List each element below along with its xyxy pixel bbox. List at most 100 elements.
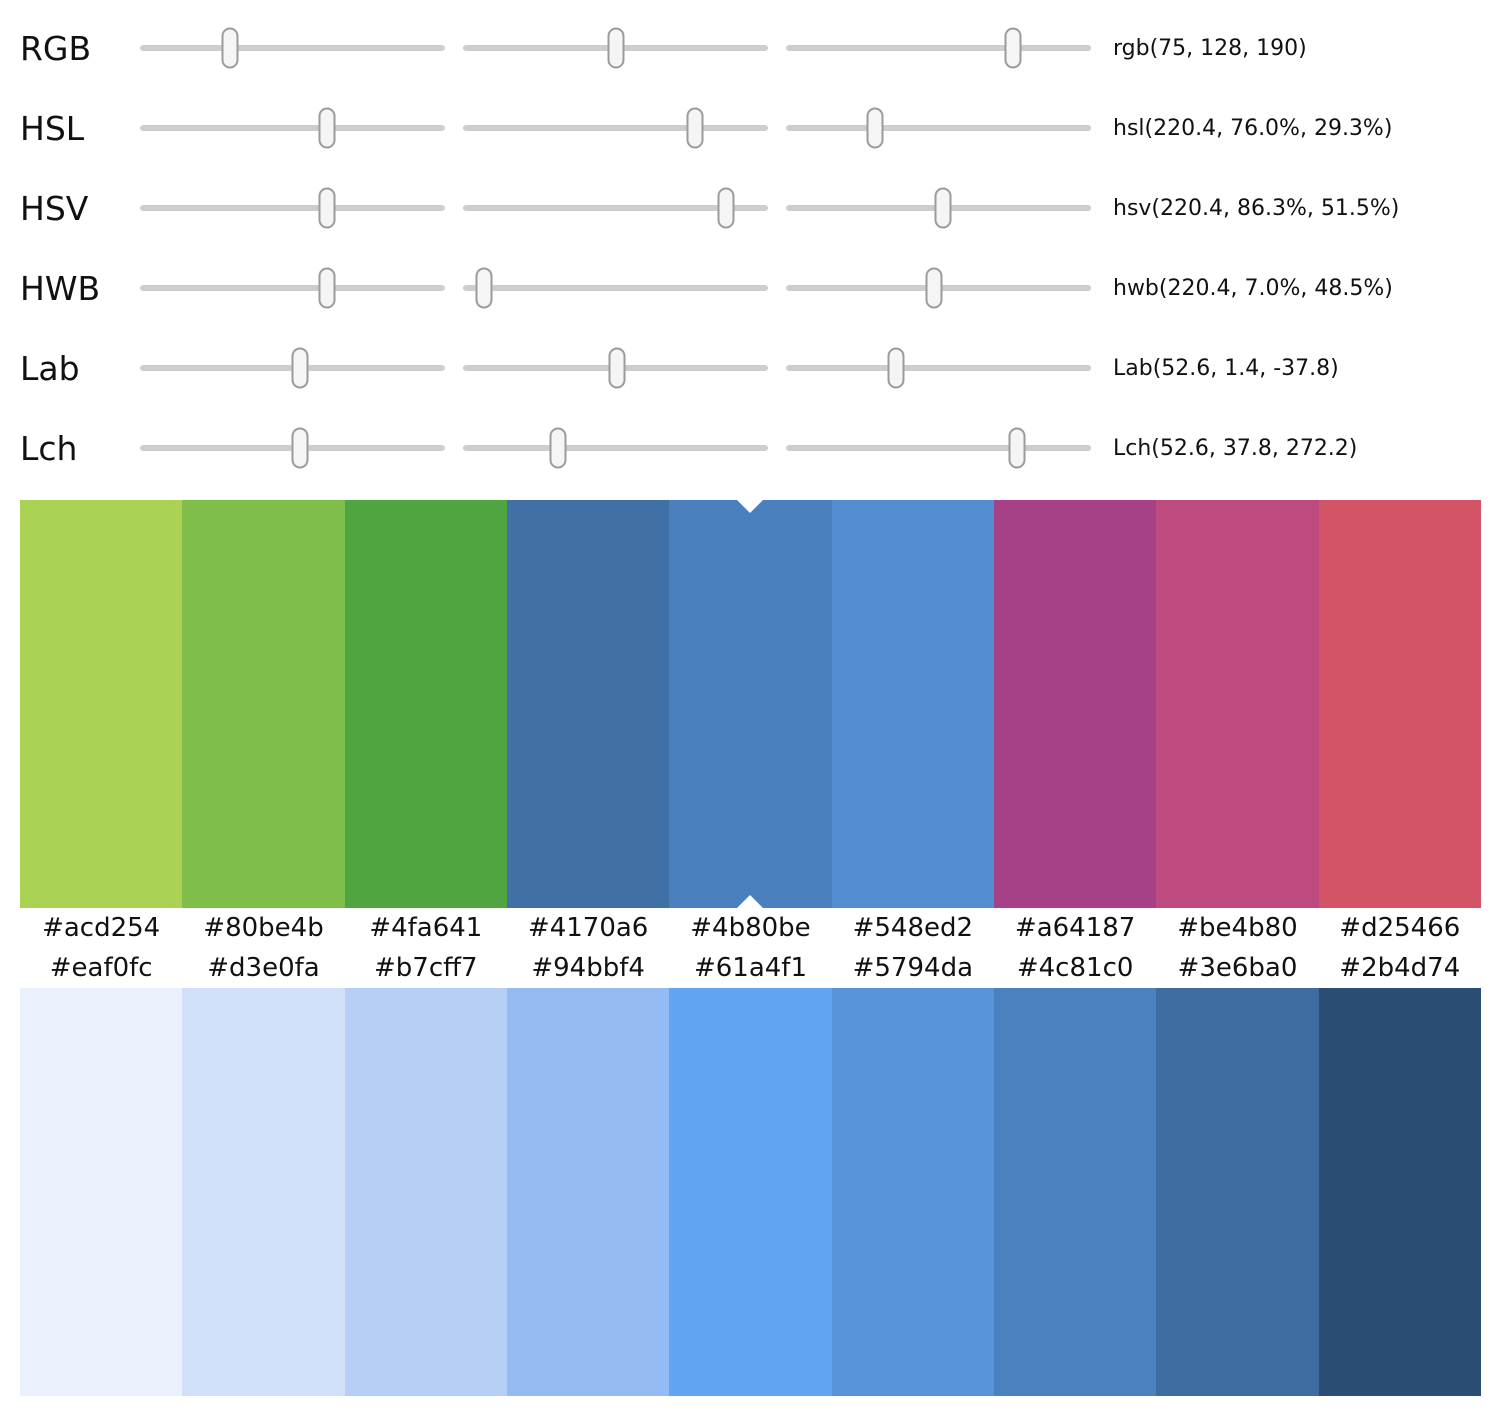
selected-notch-top-icon: [737, 500, 764, 513]
hex-label: #be4b80: [1177, 913, 1298, 943]
hsl-slider-h[interactable]: [140, 107, 445, 149]
lch-label: Lch: [20, 428, 78, 468]
hex-label: #4fa641: [369, 913, 483, 943]
hwb-label: HWB: [20, 268, 101, 308]
palette-scale-swatch-6[interactable]: [831, 988, 994, 1396]
lch-sliders: [140, 427, 1091, 469]
hex-label: #d3e0fa: [207, 953, 320, 983]
lab-label: Lab: [20, 348, 80, 388]
selected-notch-bottom-icon: [737, 895, 764, 908]
hsl-label: HSL: [20, 108, 85, 148]
slider-row-hsv: HSV hsv(220.4, 86.3%, 51.5%): [0, 168, 1501, 248]
lab-sliders: [140, 347, 1091, 389]
hsv-value-text: hsv(220.4, 86.3%, 51.5%): [1113, 195, 1400, 221]
hex-label: #b7cff7: [374, 953, 478, 983]
hex-label: #acd254: [42, 913, 161, 943]
hwb-slider-b-thumb[interactable]: [925, 267, 943, 309]
slider-row-rgb: RGB rgb(75, 128, 190): [0, 8, 1501, 88]
palette-scale-swatch-4[interactable]: [506, 988, 670, 1396]
hex-label: #94bbf4: [531, 953, 645, 983]
lch-value-text: Lch(52.6, 37.8, 272.2): [1113, 435, 1358, 461]
hex-label: #eaf0fc: [49, 953, 153, 983]
color-sliders-panel: RGB rgb(75, 128, 190) HSL: [0, 0, 1501, 488]
hsl-slider-h-thumb[interactable]: [318, 107, 336, 149]
slider-row-hwb: HWB hwb(220.4, 7.0%, 48.5%): [0, 248, 1501, 328]
hex-label: #4c81c0: [1016, 953, 1134, 983]
lch-slider-h[interactable]: [786, 427, 1091, 469]
palette-main-hex-labels: #acd254 #80be4b #4fa641 #4170a6 #4b80be …: [20, 908, 1481, 948]
palette-scale-swatch-3[interactable]: [344, 988, 507, 1396]
hsv-slider-h[interactable]: [140, 187, 445, 229]
hwb-value-text: hwb(220.4, 7.0%, 48.5%): [1113, 275, 1393, 301]
palette-main-swatch-6[interactable]: [831, 500, 994, 908]
hex-label: #2b4d74: [1339, 953, 1461, 983]
rgb-slider-g-thumb[interactable]: [607, 27, 625, 69]
rgb-slider-r[interactable]: [140, 27, 445, 69]
palette-main-swatch-2[interactable]: [182, 500, 345, 908]
palette-scale-swatch-2[interactable]: [182, 988, 345, 1396]
hwb-slider-w-thumb[interactable]: [475, 267, 493, 309]
hsl-slider-s-thumb[interactable]: [686, 107, 704, 149]
palette-scale-swatch-5[interactable]: [669, 988, 832, 1396]
hwb-sliders: [140, 267, 1091, 309]
lab-slider-b[interactable]: [786, 347, 1091, 389]
lab-slider-l-thumb[interactable]: [291, 347, 309, 389]
hex-label: #61a4f1: [693, 953, 807, 983]
lab-slider-b-thumb[interactable]: [887, 347, 905, 389]
palette-scale-swatch-1[interactable]: [20, 988, 183, 1396]
lch-slider-h-thumb[interactable]: [1008, 427, 1026, 469]
palette-main: [20, 500, 1481, 908]
hex-label: #3e6ba0: [1177, 953, 1298, 983]
palette-main-swatch-5-selected[interactable]: [669, 500, 832, 908]
hsv-slider-v[interactable]: [786, 187, 1091, 229]
hsl-slider-s[interactable]: [463, 107, 768, 149]
rgb-label: RGB: [20, 28, 92, 68]
hsl-sliders: [140, 107, 1091, 149]
rgb-slider-b[interactable]: [786, 27, 1091, 69]
hsv-label: HSV: [20, 188, 89, 228]
hsv-slider-v-thumb[interactable]: [934, 187, 952, 229]
palette-main-swatch-4[interactable]: [506, 500, 670, 908]
hsv-slider-s-thumb[interactable]: [717, 187, 735, 229]
hex-label: #80be4b: [203, 913, 324, 943]
hsv-slider-s[interactable]: [463, 187, 768, 229]
lab-slider-l[interactable]: [140, 347, 445, 389]
slider-row-lab: Lab Lab(52.6, 1.4, -37.8): [0, 328, 1501, 408]
palette-scale-swatch-7[interactable]: [993, 988, 1157, 1396]
slider-row-hsl: HSL hsl(220.4, 76.0%, 29.3%): [0, 88, 1501, 168]
rgb-slider-r-thumb[interactable]: [221, 27, 239, 69]
hex-label: #5794da: [852, 953, 973, 983]
hsv-slider-h-thumb[interactable]: [318, 187, 336, 229]
rgb-slider-g[interactable]: [463, 27, 768, 69]
hsl-slider-l[interactable]: [786, 107, 1091, 149]
rgb-sliders: [140, 27, 1091, 69]
rgb-value-text: rgb(75, 128, 190): [1113, 35, 1307, 61]
hex-label: #d25466: [1339, 913, 1461, 943]
lch-slider-l-thumb[interactable]: [291, 427, 309, 469]
palette-main-swatch-1[interactable]: [20, 500, 183, 908]
lab-slider-a-thumb[interactable]: [608, 347, 626, 389]
hex-label: #4b80be: [690, 913, 811, 943]
lch-slider-c-thumb[interactable]: [549, 427, 567, 469]
palette-scale-swatch-9[interactable]: [1318, 988, 1481, 1396]
rgb-slider-b-thumb[interactable]: [1004, 27, 1022, 69]
palette-main-swatch-9[interactable]: [1318, 500, 1481, 908]
hex-label: #a64187: [1014, 913, 1136, 943]
palette-main-swatch-7[interactable]: [993, 500, 1157, 908]
palette-scale-hex-labels: #eaf0fc #d3e0fa #b7cff7 #94bbf4 #61a4f1 …: [20, 948, 1481, 988]
hsv-sliders: [140, 187, 1091, 229]
hsl-slider-l-thumb[interactable]: [866, 107, 884, 149]
slider-row-lch: Lch Lch(52.6, 37.8, 272.2): [0, 408, 1501, 488]
hwb-slider-w[interactable]: [463, 267, 768, 309]
lab-slider-a[interactable]: [463, 347, 768, 389]
palette-scale-swatch-8[interactable]: [1156, 988, 1319, 1396]
hwb-slider-h-thumb[interactable]: [318, 267, 336, 309]
hwb-slider-b[interactable]: [786, 267, 1091, 309]
lch-slider-c[interactable]: [463, 427, 768, 469]
palette-main-swatch-3[interactable]: [344, 500, 507, 908]
lch-slider-l[interactable]: [140, 427, 445, 469]
hex-label: #548ed2: [852, 913, 974, 943]
palette-main-swatch-8[interactable]: [1156, 500, 1319, 908]
hwb-slider-h[interactable]: [140, 267, 445, 309]
hex-label: #4170a6: [527, 913, 649, 943]
